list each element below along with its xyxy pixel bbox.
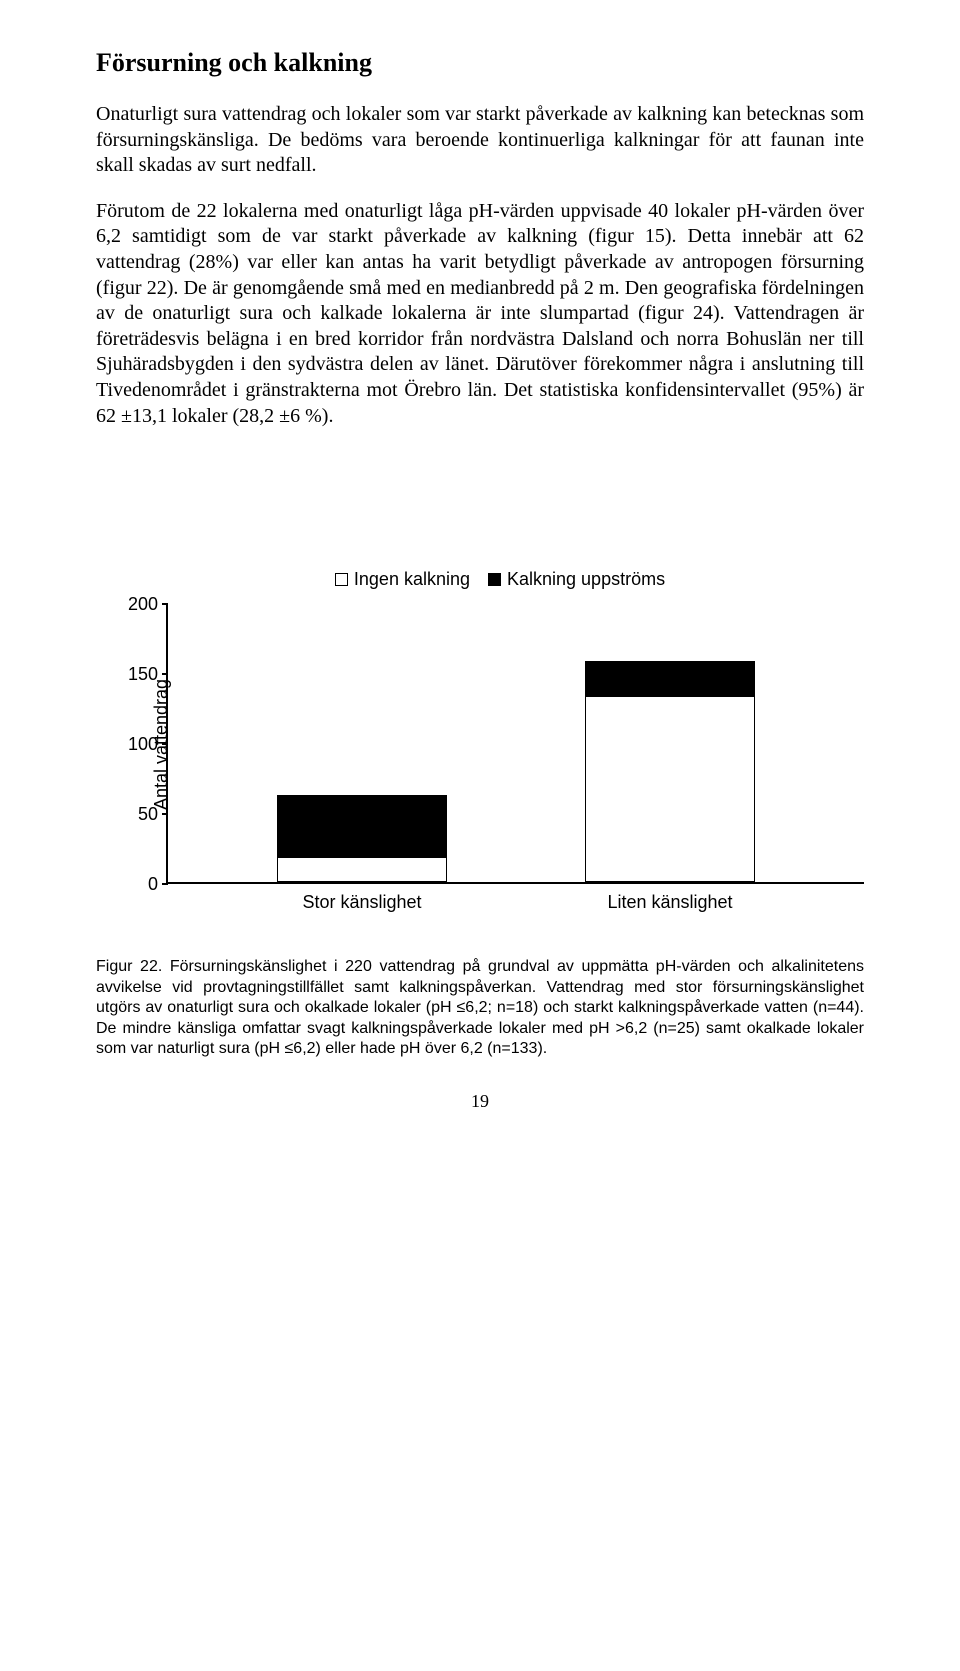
y-tick-mark — [162, 883, 168, 885]
bar-stack — [277, 795, 447, 882]
legend-label: Ingen kalkning — [354, 569, 470, 590]
bar-segment — [277, 857, 447, 882]
y-tick-mark — [162, 673, 168, 675]
x-axis-ticks: Stor känslighet Liten känslighet — [168, 884, 864, 913]
chart-body: Antal vattendrag 200150100500 — [96, 604, 864, 884]
legend-item-ingen: Ingen kalkning — [335, 569, 470, 590]
page-number: 19 — [96, 1091, 864, 1112]
chart-plot — [166, 604, 864, 884]
page-title: Försurning och kalkning — [96, 48, 864, 78]
legend-swatch-ingen — [335, 573, 348, 586]
x-tick-label: Liten känslighet — [585, 892, 755, 913]
figure-caption: Figur 22. Försurningskänslighet i 220 va… — [96, 957, 864, 1059]
y-tick-mark — [162, 743, 168, 745]
paragraph-2: Förutom de 22 lokalerna med onaturligt l… — [96, 199, 864, 429]
x-tick-label: Stor känslighet — [277, 892, 447, 913]
chart-container: Ingen kalkning Kalkning uppströms Antal … — [96, 569, 864, 913]
paragraph-1: Onaturligt sura vattendrag och lokaler s… — [96, 102, 864, 179]
chart-plot-inner — [168, 604, 864, 882]
bar-segment — [277, 795, 447, 857]
bar-segment — [585, 661, 755, 696]
bar-segment — [585, 696, 755, 882]
chart-legend: Ingen kalkning Kalkning uppströms — [136, 569, 864, 590]
legend-label: Kalkning uppströms — [507, 569, 665, 590]
legend-swatch-kalkning — [488, 573, 501, 586]
y-tick-mark — [162, 603, 168, 605]
y-tick-mark — [162, 813, 168, 815]
y-axis-label-wrap: Antal vattendrag — [96, 604, 128, 884]
bar-stack — [585, 661, 755, 882]
legend-item-kalkning: Kalkning uppströms — [488, 569, 665, 590]
